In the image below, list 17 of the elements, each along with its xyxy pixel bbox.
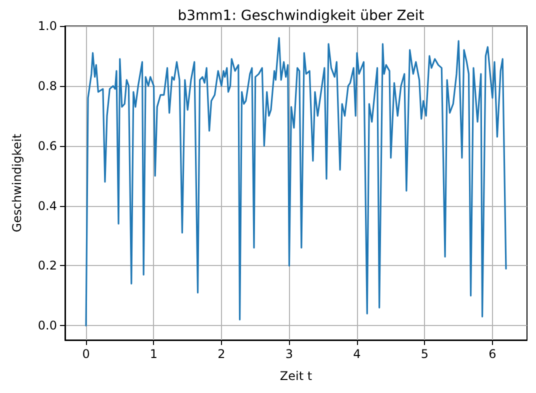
x-tick-label: 5 bbox=[420, 347, 429, 361]
x-tick-label: 6 bbox=[488, 347, 496, 361]
y-tick-label: 0.6 bbox=[38, 138, 57, 153]
x-tick-label: 2 bbox=[218, 347, 226, 361]
x-tick-label: 4 bbox=[353, 347, 361, 361]
chart-title: b3mm1: Geschwindigkeit über Zeit bbox=[178, 8, 425, 24]
line-series bbox=[85, 37, 507, 326]
y-tick-label: 0.4 bbox=[38, 198, 57, 213]
x-tick-label: 3 bbox=[285, 347, 294, 361]
y-tick-label: 1.0 bbox=[38, 19, 57, 33]
y-axis-title: Geschwindigkeit bbox=[10, 134, 24, 232]
y-tick-label: 0.8 bbox=[38, 78, 57, 93]
x-tick-label: 0 bbox=[82, 347, 90, 361]
x-axis-title: Zeit t bbox=[280, 369, 312, 383]
x-tick-label: 1 bbox=[150, 347, 158, 361]
y-tick-label: 0.2 bbox=[38, 258, 57, 273]
y-tick-label: 0.0 bbox=[38, 318, 57, 333]
